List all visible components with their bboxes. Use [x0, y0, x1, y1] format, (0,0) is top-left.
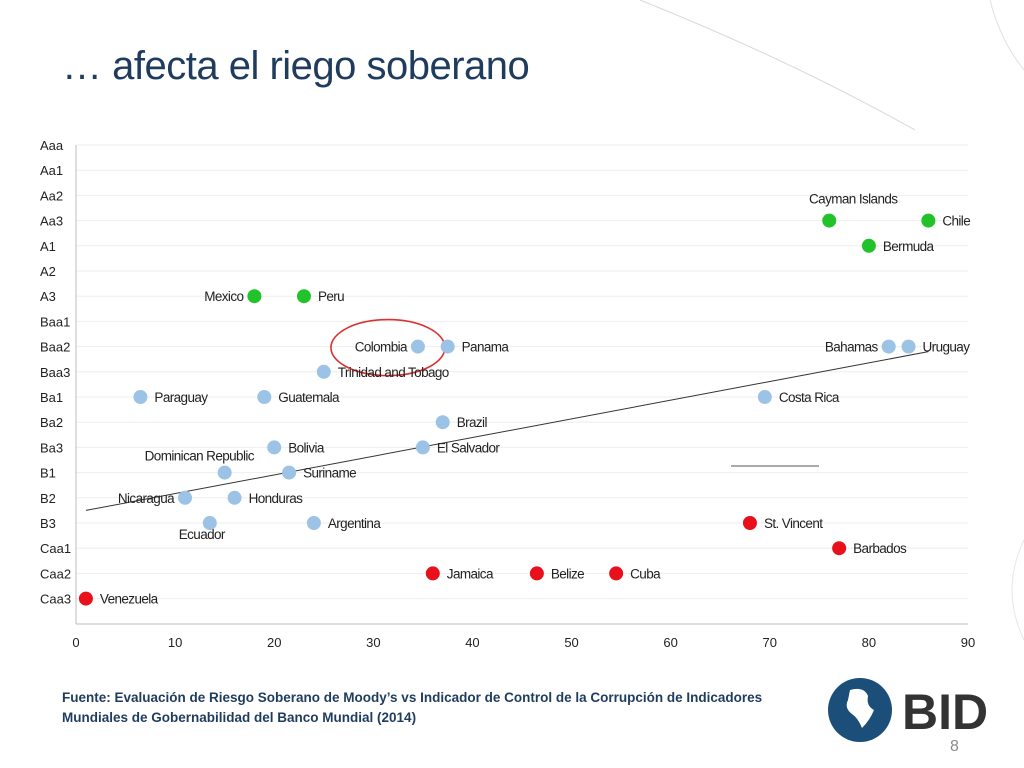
panama-label: Panama — [462, 340, 510, 355]
data-points: Chile Cayman Islands Bermuda Mexico Peru Colo… — [78, 192, 971, 607]
x-axis-ticks: 0 10 20 30 40 50 60 70 80 90 — [72, 635, 975, 650]
peru-point — [296, 289, 311, 304]
venezuela-label: Venezuela — [100, 592, 159, 607]
y-tick-label: A3 — [40, 289, 56, 304]
dominican-republic-point — [217, 465, 232, 480]
costa-rica-label: Costa Rica — [779, 390, 840, 405]
paraguay-point — [133, 390, 148, 404]
st-vincent-point — [742, 516, 757, 530]
bolivia-point — [267, 440, 282, 455]
y-tick-label: A1 — [40, 239, 56, 254]
scatter-chart: Aaa Aa1 Aa2 Aa3 A1 A2 A3 Baa1 Baa2 Baa3 Ba1 Ba2 Ba3 B… — [40, 138, 975, 650]
x-tick-label: 10 — [168, 635, 182, 650]
x-tick-label: 90 — [961, 635, 975, 650]
y-tick-label: Ba3 — [40, 440, 63, 455]
barbados-label: Barbados — [853, 541, 907, 556]
dominican-republic-label: Dominican Republic — [145, 449, 255, 464]
suriname-point — [282, 465, 297, 480]
x-tick-label: 70 — [763, 635, 777, 650]
y-tick-label: B3 — [40, 516, 56, 531]
cayman-islands-label: Cayman Islands — [809, 192, 898, 207]
bermuda-point — [861, 238, 876, 253]
y-tick-label: A2 — [40, 264, 56, 279]
y-tick-label: Caa1 — [40, 541, 71, 556]
paraguay-label: Paraguay — [154, 390, 208, 405]
suriname-label: Suriname — [303, 466, 356, 481]
cuba-label: Cuba — [630, 566, 661, 581]
el-salvador-point — [415, 440, 430, 455]
bid-logo: BID — [828, 678, 988, 742]
y-tick-label: Ba1 — [40, 390, 63, 405]
x-tick-label: 80 — [862, 635, 876, 650]
x-tick-label: 60 — [663, 635, 677, 650]
y-tick-label: Baa3 — [40, 365, 70, 380]
bermuda-label: Bermuda — [883, 239, 935, 254]
y-tick-label: Baa1 — [40, 314, 70, 329]
y-tick-label: Caa3 — [40, 592, 71, 607]
peru-label: Peru — [318, 289, 344, 304]
y-tick-label: Aa3 — [40, 214, 63, 229]
brazil-label: Brazil — [457, 415, 488, 430]
guatemala-label: Guatemala — [278, 390, 340, 405]
trinidad-and-tobago-point — [316, 364, 331, 379]
nicaragua-label: Nicaragua — [118, 491, 175, 506]
logo-text: BID — [902, 684, 988, 740]
y-axis-ticks: Aaa Aa1 Aa2 Aa3 A1 A2 A3 Baa1 Baa2 Baa3 Ba1 Ba2 Ba3 B… — [40, 138, 71, 607]
belize-label: Belize — [551, 566, 584, 581]
y-tick-label: Aa2 — [40, 188, 63, 203]
uruguay-point — [901, 339, 916, 354]
venezuela-point — [78, 591, 93, 606]
panama-point — [440, 339, 455, 354]
source-note: Fuente: Evaluación de Riesgo Soberano de… — [62, 690, 763, 725]
brazil-point — [435, 415, 450, 430]
chart-gridlines — [76, 144, 968, 600]
mexico-label: Mexico — [204, 289, 243, 304]
bahamas-point — [881, 339, 896, 354]
y-tick-label: Aa1 — [40, 163, 63, 178]
x-tick-label: 50 — [564, 635, 578, 650]
bolivia-label: Bolivia — [288, 440, 325, 455]
jamaica-point — [425, 566, 440, 581]
ecuador-point — [202, 516, 217, 530]
uruguay-label: Uruguay — [923, 340, 971, 355]
costa-rica-point — [757, 390, 772, 404]
el-salvador-label: El Salvador — [437, 440, 501, 455]
colombia-point — [410, 339, 425, 354]
x-tick-label: 40 — [465, 635, 479, 650]
y-tick-label: B1 — [40, 466, 56, 481]
nicaragua-point — [178, 490, 193, 505]
guatemala-point — [257, 390, 272, 404]
argentina-label: Argentina — [328, 516, 381, 531]
argentina-point — [306, 516, 321, 530]
y-tick-label: Caa2 — [40, 566, 71, 581]
slide-title: … afecta el riego soberano — [62, 44, 530, 88]
honduras-point — [227, 490, 242, 505]
x-tick-label: 30 — [366, 635, 380, 650]
page-number: 8 — [950, 738, 959, 755]
x-tick-label: 0 — [72, 635, 79, 650]
ecuador-label: Ecuador — [179, 527, 226, 542]
colombia-label: Colombia — [355, 340, 408, 355]
mexico-point — [247, 289, 262, 304]
y-tick-label: Baa2 — [40, 340, 70, 355]
barbados-point — [832, 541, 847, 556]
x-tick-label: 20 — [267, 635, 281, 650]
belize-point — [529, 566, 544, 581]
honduras-label: Honduras — [249, 491, 304, 506]
st-vincent-label: St. Vincent — [764, 516, 823, 531]
chile-point — [921, 213, 936, 228]
chile-label: Chile — [942, 214, 970, 229]
jamaica-label: Jamaica — [447, 566, 494, 581]
cayman-islands-point — [822, 213, 837, 228]
y-tick-label: Aaa — [40, 138, 64, 153]
trinidad-and-tobago-label: Trinidad and Tobago — [338, 365, 449, 380]
cuba-point — [609, 566, 624, 581]
bahamas-label: Bahamas — [825, 340, 879, 355]
y-tick-label: B2 — [40, 491, 56, 506]
trendline — [85, 351, 929, 511]
y-tick-label: Ba2 — [40, 415, 63, 430]
